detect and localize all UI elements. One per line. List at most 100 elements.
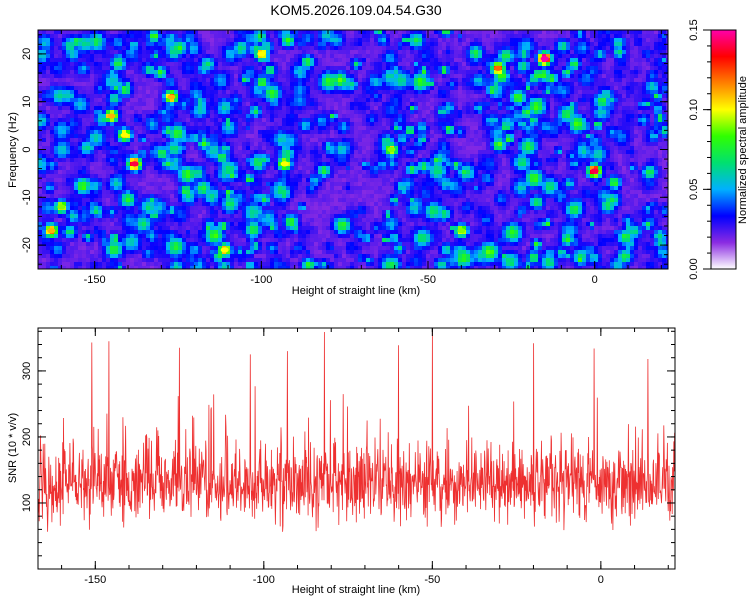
heatmap-cell: [358, 126, 363, 131]
heatmap-cell: [430, 54, 435, 59]
heatmap-cell: [534, 70, 539, 75]
heatmap-cell: [522, 86, 527, 91]
heatmap-cell: [138, 66, 143, 71]
heatmap-cell: [58, 38, 63, 43]
heatmap-cell: [122, 38, 127, 43]
heatmap-cell: [194, 54, 199, 59]
heatmap-cell: [250, 126, 255, 131]
heatmap-cell: [42, 38, 47, 43]
heatmap-cell: [66, 34, 71, 39]
heatmap-cell: [434, 46, 439, 51]
heatmap-cell: [146, 54, 151, 59]
heatmap-cell: [394, 46, 399, 51]
heatmap-cell: [138, 150, 143, 155]
heatmap-cell: [170, 38, 175, 43]
heatmap-cell: [542, 90, 547, 95]
heatmap-cell: [294, 118, 299, 123]
heatmap-cell: [318, 118, 323, 123]
heatmap-cell: [150, 78, 155, 83]
heatmap-cell: [94, 70, 99, 75]
heatmap-cell: [574, 86, 579, 91]
heatmap-cell: [430, 74, 435, 79]
heatmap-cell: [134, 102, 139, 107]
heatmap-cell: [38, 66, 43, 71]
heatmap-cell: [206, 74, 211, 79]
heatmap-cell: [38, 50, 43, 55]
heatmap-cell: [454, 86, 459, 91]
heatmap-cell: [246, 102, 251, 107]
heatmap-cell: [474, 62, 479, 67]
heatmap-cell: [110, 98, 115, 103]
heatmap-cell: [50, 118, 55, 123]
heatmap-cell: [530, 142, 535, 147]
heatmap-cell: [610, 86, 615, 91]
heatmap-cell: [78, 50, 83, 55]
heatmap-cell: [442, 114, 447, 119]
heatmap-cell: [486, 30, 491, 35]
heatmap-cell: [42, 30, 47, 35]
heatmap-cell: [166, 90, 171, 95]
heatmap-cell: [338, 34, 343, 39]
heatmap-cell: [102, 118, 107, 123]
heatmap-cell: [342, 86, 347, 91]
heatmap-cell: [122, 58, 127, 63]
heatmap-cell: [218, 154, 223, 159]
heatmap-cell: [494, 134, 499, 139]
heatmap-cell: [590, 94, 595, 99]
heatmap-cell: [214, 38, 219, 43]
heatmap-cell: [654, 110, 659, 115]
heatmap-cell: [258, 74, 263, 79]
heatmap-cell: [298, 78, 303, 83]
heatmap-cell: [606, 94, 611, 99]
heatmap-cell: [218, 58, 223, 63]
heatmap-cell: [62, 106, 67, 111]
heatmap-cell: [314, 110, 319, 115]
heatmap-cell: [322, 110, 327, 115]
heatmap-cell: [42, 114, 47, 119]
heatmap-cell: [578, 90, 583, 95]
heatmap-cell: [370, 106, 375, 111]
heatmap-cell: [294, 130, 299, 135]
heatmap-cell: [430, 78, 435, 83]
heatmap-cell: [514, 90, 519, 95]
heatmap-cell: [182, 154, 187, 159]
heatmap-cell: [166, 106, 171, 111]
heatmap-cell: [346, 62, 351, 67]
heatmap-cell: [526, 94, 531, 99]
heatmap-cell: [438, 82, 443, 87]
heatmap-cell: [142, 90, 147, 95]
heatmap-cell: [218, 126, 223, 131]
heatmap-cell: [174, 150, 179, 155]
heatmap-cell: [186, 138, 191, 143]
heatmap-cell: [562, 54, 567, 59]
heatmap-cell: [390, 78, 395, 83]
heatmap-cell: [466, 134, 471, 139]
heatmap-cell: [518, 138, 523, 143]
heatmap-cell: [470, 54, 475, 59]
heatmap-cell: [326, 82, 331, 87]
heatmap-cell: [426, 134, 431, 139]
heatmap-cell: [130, 74, 135, 79]
heatmap-cell: [154, 154, 159, 159]
heatmap-cell: [242, 30, 247, 35]
heatmap-cell: [90, 82, 95, 87]
heatmap-cell: [642, 38, 647, 43]
heatmap-cell: [250, 94, 255, 99]
heatmap-cell: [286, 154, 291, 159]
heatmap-cell: [74, 150, 79, 155]
heatmap-cell: [434, 50, 439, 55]
heatmap-cell: [554, 74, 559, 79]
heatmap-cell: [634, 54, 639, 59]
heatmap-cell: [158, 126, 163, 131]
heatmap-cell: [642, 102, 647, 107]
heatmap-cell: [178, 34, 183, 39]
heatmap-cell: [590, 34, 595, 39]
heatmap-cell: [42, 34, 47, 39]
heatmap-cell: [410, 142, 415, 147]
heatmap-cell: [426, 146, 431, 151]
heatmap-cell: [182, 98, 187, 103]
heatmap-cell: [170, 30, 175, 35]
heatmap-cell: [602, 114, 607, 119]
heatmap-cell: [286, 54, 291, 59]
heatmap-cell: [110, 86, 115, 91]
